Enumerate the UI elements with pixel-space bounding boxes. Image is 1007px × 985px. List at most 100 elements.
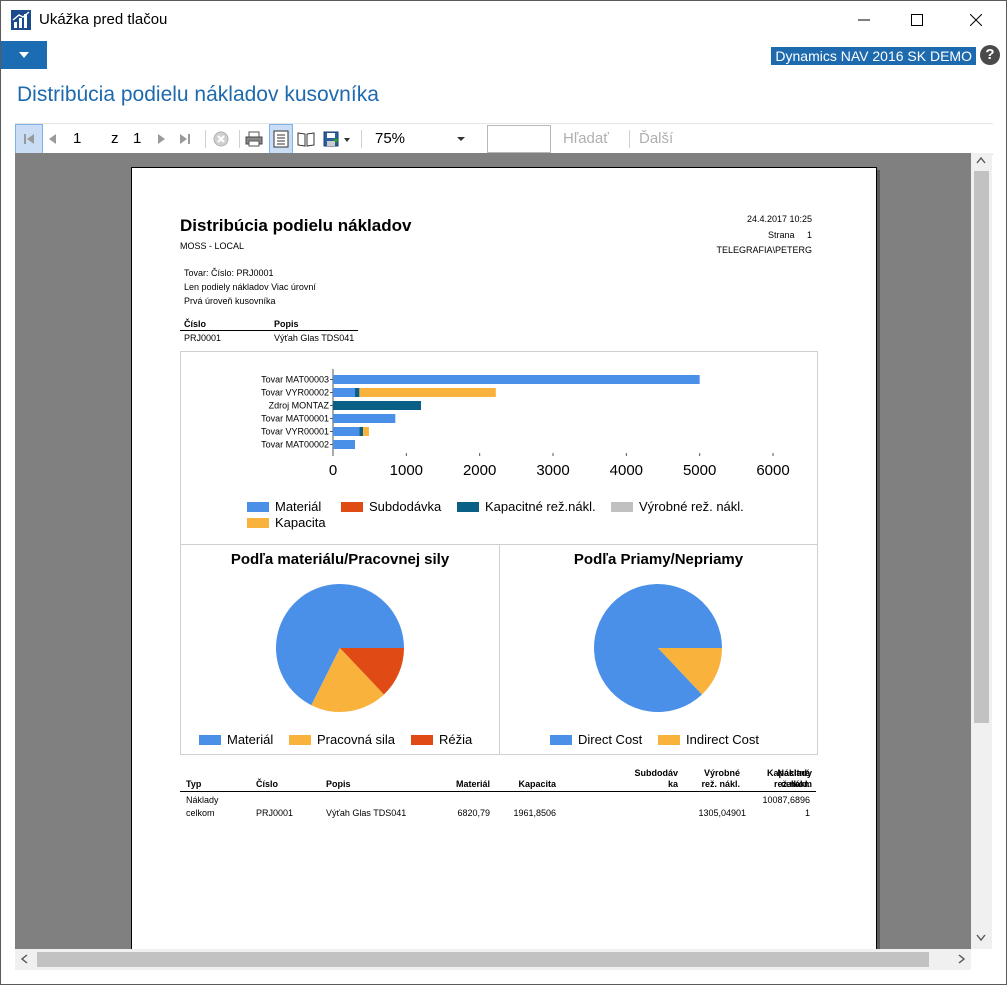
find-next-button[interactable]: Ďalší	[639, 130, 674, 147]
page-label: Strana	[767, 230, 795, 240]
last-page-button[interactable]	[179, 128, 195, 150]
bar-legend-item: Kapacita	[247, 516, 326, 530]
bar-segment	[355, 388, 360, 397]
legend-swatch	[457, 502, 479, 512]
cell-typ-line1: Náklady	[186, 795, 219, 805]
page-layout-icon	[273, 130, 289, 148]
find-text-input[interactable]	[487, 125, 551, 153]
legend-swatch	[289, 735, 311, 745]
pie-chart-title: Podľa Priamy/Nepriamy	[573, 551, 744, 568]
bar-category-label: Zdroj MONTAZ	[269, 401, 330, 411]
bar-category-label: Tovar MAT00002	[261, 440, 329, 450]
chevron-down-icon	[457, 137, 465, 141]
th-vyrobne: Výrobné rež. nákl.	[666, 768, 740, 790]
scroll-left-icon[interactable]	[20, 954, 28, 967]
bar-x-tick-label: 3000	[536, 462, 569, 479]
report-page-number: Strana 1	[768, 230, 812, 240]
page-setup-button[interactable]	[297, 128, 317, 150]
export-button[interactable]	[323, 128, 353, 150]
item-number: PRJ0001	[184, 333, 222, 343]
current-page-input[interactable]: 1	[73, 130, 82, 147]
zoom-select[interactable]: 75%	[375, 128, 471, 150]
bar-x-tick-label: 6000	[756, 462, 789, 479]
page-of-label: z	[111, 130, 119, 147]
horizontal-scrollbar[interactable]	[15, 949, 971, 970]
scroll-up-icon[interactable]	[976, 155, 986, 167]
maximize-button[interactable]	[894, 1, 940, 39]
save-export-icon	[323, 131, 350, 147]
bar-chart: Tovar MAT00003 Tovar VYR00002 Zdroj MONTAZ…	[261, 369, 790, 479]
pie-slice	[658, 648, 722, 695]
bar-x-tick-label: 0	[329, 462, 337, 479]
legend-swatch	[550, 735, 572, 745]
first-page-button[interactable]	[15, 124, 43, 154]
minimize-button[interactable]	[841, 1, 887, 39]
report-user: TELEGRAFIA\PETERG	[716, 245, 812, 255]
bar-legend-item: Výrobné rež. nákl.	[611, 500, 744, 514]
legend-swatch	[341, 502, 363, 512]
pie-chart-direct	[594, 584, 722, 712]
stop-button[interactable]	[213, 128, 231, 150]
header-popis: Popis	[274, 319, 299, 329]
pie-legend-item: Réžia	[411, 733, 472, 747]
cell-material: 6820,79	[457, 808, 490, 818]
legend-swatch	[247, 518, 269, 528]
next-page-button[interactable]	[157, 128, 171, 150]
bar-segment	[363, 427, 369, 436]
vertical-scroll-thumb[interactable]	[974, 171, 989, 723]
help-icon[interactable]: ?	[980, 45, 1000, 65]
horizontal-scroll-thumb[interactable]	[37, 952, 929, 967]
page-title: Distribúcia podielu nákladov kusovníka	[17, 83, 379, 106]
th-subdodavka-line1: Subdodáv	[634, 768, 678, 778]
dynamics-app-icon	[11, 10, 31, 30]
printer-icon	[245, 131, 263, 147]
report-viewer[interactable]: Distribúcia podielu nákladov MOSS - LOCA…	[15, 153, 971, 949]
bar-x-tick-label: 5000	[683, 462, 716, 479]
pie-legend-item: Direct Cost	[550, 733, 642, 747]
vertical-scrollbar[interactable]	[971, 153, 992, 949]
cell-kapacitne: 1305,04901	[698, 808, 746, 818]
cell-typ-line2: celkom	[186, 808, 215, 818]
legend-label: Pracovná sila	[317, 732, 396, 747]
toolbar-separator	[361, 130, 362, 148]
bar-legend-item: Subdodávka	[341, 500, 441, 514]
report-page: Distribúcia podielu nákladov MOSS - LOCA…	[131, 167, 877, 949]
report-toolbar: 1 z 1 75% Hľadať	[15, 123, 993, 155]
pie-slice	[340, 648, 404, 695]
scroll-down-icon[interactable]	[976, 933, 986, 945]
toolbar-separator	[205, 130, 206, 148]
stop-icon	[213, 131, 229, 147]
th-naklady-line1: Náklady	[777, 768, 812, 778]
item-description: Výťah Glas TDS041	[274, 333, 355, 343]
scroll-right-icon[interactable]	[958, 954, 966, 967]
close-button[interactable]	[953, 1, 999, 39]
th-kapacitne-line2: rež.nákl.	[773, 779, 810, 789]
report-title: Distribúcia podielu nákladov	[180, 216, 412, 235]
title-bar: Ukážka pred tlačou	[1, 1, 1006, 39]
legend-label: Kapacita	[275, 515, 326, 530]
th-kapacita: Kapacita	[518, 779, 556, 789]
close-icon	[969, 13, 983, 27]
toolbar-separator	[629, 130, 630, 148]
th-subdodavka-line2: ka	[667, 779, 678, 789]
previous-page-icon	[49, 134, 56, 144]
legend-label: Subdodávka	[369, 499, 442, 514]
next-page-icon	[158, 134, 165, 144]
legend-label: Materiál	[275, 499, 322, 514]
legend-label: Indirect Cost	[686, 732, 759, 747]
bar-segment	[333, 440, 355, 449]
report-date: 24.4.2017 10:25	[746, 214, 812, 224]
bar-segment	[333, 375, 700, 384]
window-title: Ukážka pred tlačou	[39, 11, 168, 28]
find-button[interactable]: Hľadať	[563, 130, 609, 147]
previous-page-button[interactable]	[47, 128, 61, 150]
print-button[interactable]	[245, 128, 265, 150]
print-layout-button[interactable]	[269, 124, 293, 154]
bar-legend-item: Kapacitné rež.nákl.	[457, 500, 596, 514]
maximize-icon	[911, 13, 923, 26]
filter-line: Len podiely nákladov Viac úrovní	[184, 282, 316, 292]
application-menu-button[interactable]	[1, 41, 47, 69]
bar-x-tick-label: 4000	[610, 462, 643, 479]
pie-legend-item: Materiál	[199, 733, 273, 747]
pie-legend-item: Pracovná sila	[289, 733, 395, 747]
